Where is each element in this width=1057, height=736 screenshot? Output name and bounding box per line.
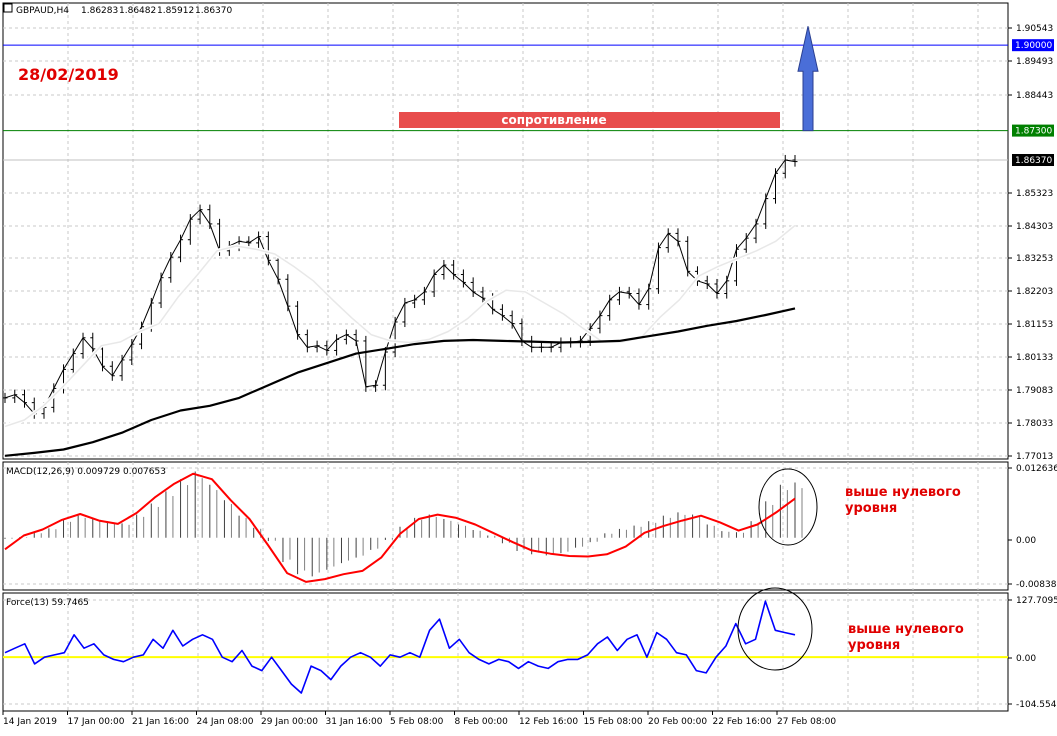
time-axis-label: 17 Jan 00:00 [68, 717, 125, 727]
date-annotation: 28/02/2019 [18, 65, 119, 84]
price-axis-label: 1.77013 [1016, 452, 1053, 462]
force-axis-label: 127.7095 [1016, 596, 1057, 606]
ohlc-close: 1.86370 [195, 6, 232, 16]
macd-axis-label: 0.012636 [1016, 464, 1057, 474]
force-line [4, 600, 796, 694]
time-axis-label: 21 Jan 16:00 [132, 717, 189, 727]
ohlc-high: 1.86482 [119, 6, 156, 16]
symbol-icon [3, 3, 13, 13]
price-level-tag [1012, 124, 1054, 137]
force-axis-label: -104.554 [1016, 700, 1057, 710]
price-axis-label: 1.83253 [1016, 254, 1053, 264]
price-level-tag-label: 1.90000 [1015, 41, 1052, 51]
panel-frame-price [2, 2, 1009, 460]
panel-frame-force [2, 592, 1009, 712]
time-axis-label: 12 Feb 16:00 [519, 717, 578, 727]
time-axis-label: 24 Jan 08:00 [197, 717, 254, 727]
price-axis-label: 1.88443 [1016, 91, 1053, 101]
price-level-tag [1012, 154, 1054, 167]
force-highlight-circle [737, 587, 813, 671]
time-axis-label: 29 Jan 00:00 [261, 717, 318, 727]
macd-signal-line [4, 472, 796, 583]
force-axis-label: 0.00 [1016, 654, 1036, 664]
price-level-tag-label: 1.86370 [1015, 156, 1052, 166]
macd-highlight-circle [758, 468, 818, 546]
time-axis-label: 15 Feb 08:00 [584, 717, 643, 727]
resistance-box [399, 112, 780, 128]
price-axis-label: 1.85323 [1016, 189, 1053, 199]
time-axis-label: 22 Feb 16:00 [713, 717, 772, 727]
macd-axis-label: -0.008382 [1016, 580, 1057, 590]
time-axis-label: 20 Feb 00:00 [648, 717, 707, 727]
macd-axis-label: 0.00 [1016, 536, 1036, 546]
ohlc-open: 1.86283 [81, 6, 118, 16]
price-ma-slow-line [4, 307, 796, 457]
target-arrow [797, 26, 819, 132]
price-axis-label: 1.89493 [1016, 57, 1053, 67]
price-axis-label: 1.81153 [1016, 320, 1053, 330]
time-axis-label: 27 Feb 08:00 [777, 717, 836, 727]
price-axis-label: 1.80133 [1016, 353, 1053, 363]
resistance-label: сопротивление [501, 113, 606, 127]
macd-label: MACD(12,26,9) 0.009729 0.007653 [6, 467, 166, 477]
price-axis-label: 1.78033 [1016, 419, 1053, 429]
time-axis-label: 8 Feb 00:00 [455, 717, 509, 727]
force-label: Force(13) 59.7465 [6, 598, 89, 608]
price-axis-label: 1.79083 [1016, 386, 1053, 396]
price-axis-label: 1.82203 [1016, 287, 1053, 297]
price-level-tag [1012, 39, 1054, 52]
force-note-line2: уровня [848, 638, 900, 653]
macd-note-line1: выше нулевого [845, 485, 961, 500]
panel-frame-macd [2, 461, 1009, 591]
price-ma-fast-line [4, 224, 796, 428]
macd-note-line2: уровня [845, 501, 897, 516]
ohlc-low: 1.85912 [157, 6, 194, 16]
price-level-tag-label: 1.87300 [1015, 127, 1052, 137]
price-axis-label: 1.84303 [1016, 222, 1053, 232]
symbol-label: GBPAUD,H4 [16, 6, 69, 16]
force-note-line1: выше нулевого [848, 622, 964, 637]
time-axis-label: 5 Feb 08:00 [390, 717, 444, 727]
time-axis-label: 14 Jan 2019 [3, 717, 57, 727]
time-axis-label: 31 Jan 16:00 [326, 717, 383, 727]
price-axis-label: 1.90543 [1016, 24, 1053, 34]
